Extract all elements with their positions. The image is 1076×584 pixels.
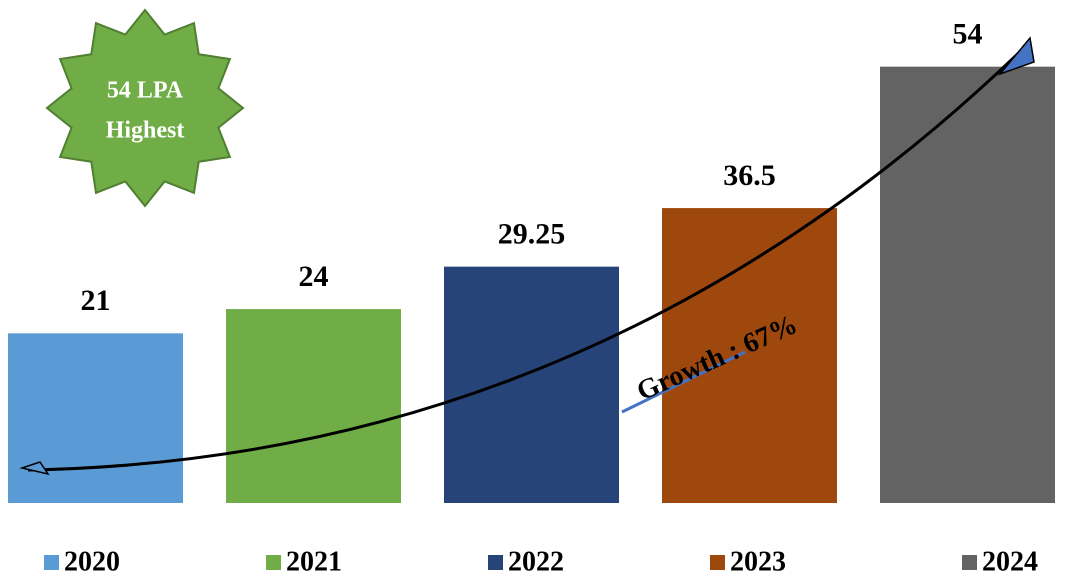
legend-label: 2023 xyxy=(730,546,786,577)
legend-swatch xyxy=(44,555,59,570)
value-label: 54 xyxy=(953,18,983,51)
value-label: 36.5 xyxy=(723,159,776,192)
bar xyxy=(8,333,183,503)
bar xyxy=(226,309,401,503)
arrow-tail xyxy=(19,461,50,476)
growth-curve xyxy=(27,42,1030,472)
value-label: 21 xyxy=(81,284,111,317)
legend-swatch xyxy=(488,555,503,570)
legend-swatch xyxy=(962,555,977,570)
legend-swatch xyxy=(266,555,281,570)
legend-label: 2024 xyxy=(982,546,1038,577)
bar xyxy=(662,208,837,503)
legend-label: 2021 xyxy=(286,546,342,577)
value-label: 24 xyxy=(299,260,329,293)
badge-text: Highest xyxy=(106,118,185,144)
bar xyxy=(880,66,1055,504)
annotation-underline xyxy=(621,350,746,414)
legend-swatch xyxy=(710,555,725,570)
badge-star xyxy=(45,8,245,208)
legend-label: 2020 xyxy=(64,546,120,577)
value-label: 29.25 xyxy=(498,218,566,251)
bar xyxy=(444,266,619,503)
arrow-head xyxy=(997,36,1035,76)
badge-text: 54 LPA xyxy=(107,78,184,104)
legend-label: 2022 xyxy=(508,546,564,577)
